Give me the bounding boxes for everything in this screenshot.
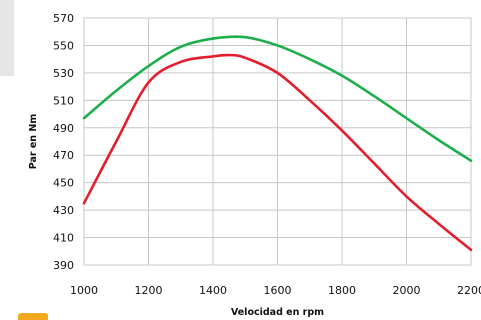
series-line-1 bbox=[82, 35, 473, 163]
y-tick-label: 490 bbox=[53, 122, 74, 135]
grid-layer bbox=[83, 17, 472, 266]
x-tick-label: 1000 bbox=[70, 284, 98, 297]
plot-frame bbox=[83, 17, 472, 266]
y-axis-ticks: 390 410 430 450 470 490 510 530 550 570 bbox=[53, 12, 74, 272]
y-tick-label: 510 bbox=[53, 94, 74, 107]
y-tick-label: 570 bbox=[53, 12, 74, 25]
x-axis-ticks: 1000 1200 1400 1600 1800 2000 2200 bbox=[70, 284, 481, 297]
x-tick-label: 1200 bbox=[135, 284, 163, 297]
x-tick-label: 1400 bbox=[199, 284, 227, 297]
x-axis-title: Velocidad en rpm bbox=[231, 307, 324, 318]
y-axis-title: Par en Nm bbox=[28, 114, 39, 170]
y-tick-label: 530 bbox=[53, 67, 74, 80]
series-layer bbox=[82, 35, 473, 252]
y-tick-label: 410 bbox=[53, 232, 74, 245]
y-tick-label: 390 bbox=[53, 259, 74, 272]
x-tick-label: 1800 bbox=[328, 284, 356, 297]
x-tick-label: 2200 bbox=[457, 284, 481, 297]
x-tick-label: 1600 bbox=[264, 284, 292, 297]
corner-badge-decoration bbox=[18, 313, 48, 320]
y-tick-label: 450 bbox=[53, 177, 74, 190]
y-tick-label: 430 bbox=[53, 204, 74, 217]
series-line-2 bbox=[82, 53, 473, 252]
y-tick-label: 550 bbox=[53, 39, 74, 52]
corner-decoration-panel bbox=[0, 0, 14, 76]
x-tick-label: 2000 bbox=[393, 284, 421, 297]
y-tick-label: 470 bbox=[53, 149, 74, 162]
